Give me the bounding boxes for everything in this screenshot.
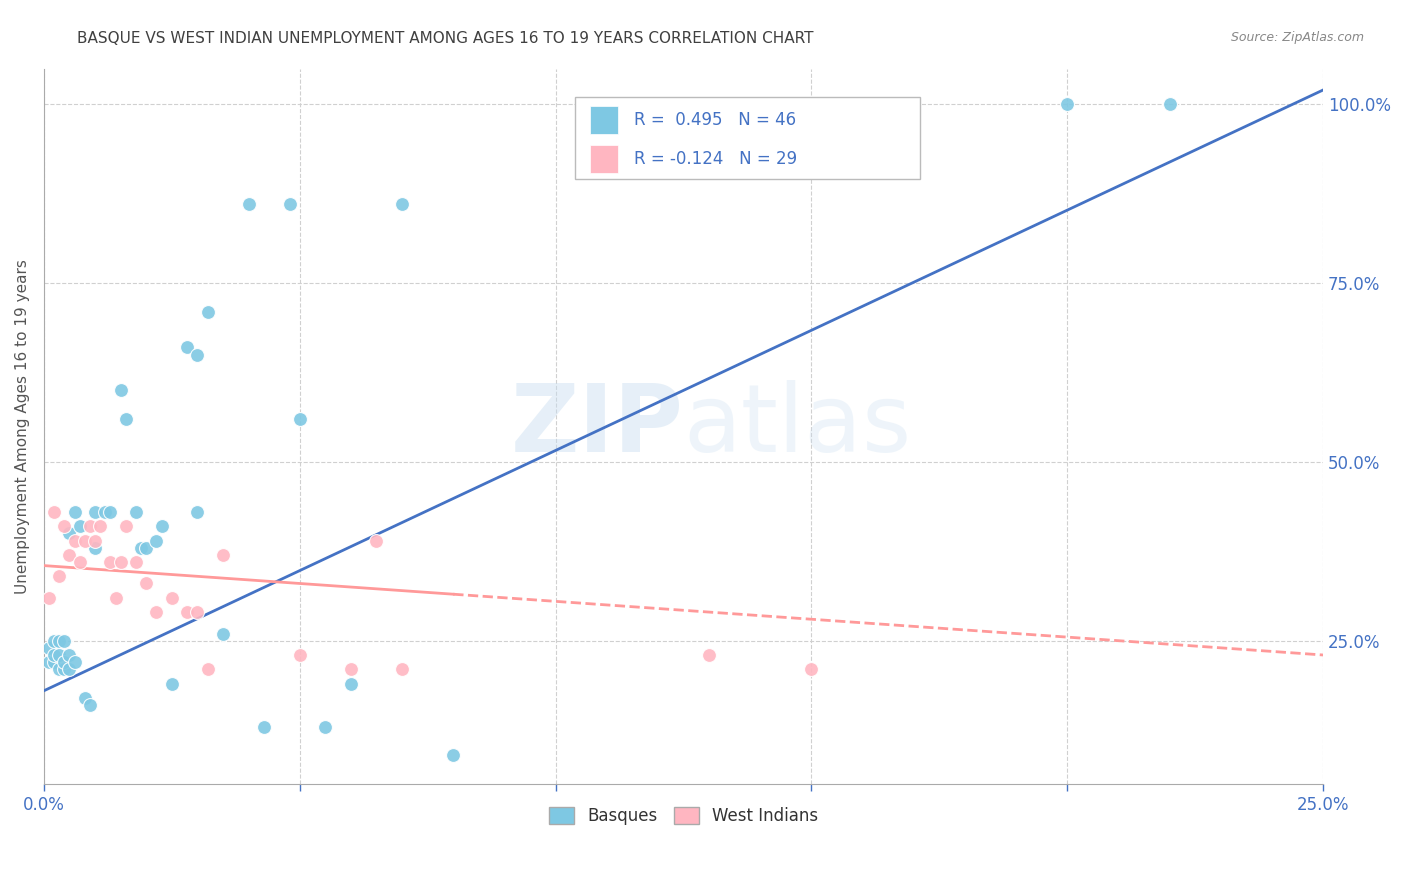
Point — [48, 633, 70, 648]
Point — [110, 384, 132, 398]
Point — [186, 348, 208, 362]
FancyBboxPatch shape — [591, 145, 619, 173]
Point — [160, 591, 183, 605]
Point — [58, 648, 80, 662]
Point — [58, 526, 80, 541]
Text: ZIP: ZIP — [510, 380, 683, 472]
FancyBboxPatch shape — [591, 106, 619, 135]
Point — [391, 662, 413, 676]
Text: Source: ZipAtlas.com: Source: ZipAtlas.com — [1230, 31, 1364, 45]
Point — [129, 541, 152, 555]
Point — [69, 519, 91, 533]
Legend: Basques, West Indians: Basques, West Indians — [548, 807, 818, 825]
Point — [38, 655, 60, 669]
Point — [340, 676, 363, 690]
Text: atlas: atlas — [683, 380, 911, 472]
Text: R = -0.124   N = 29: R = -0.124 N = 29 — [634, 150, 797, 168]
Point — [197, 304, 219, 318]
Point — [278, 197, 301, 211]
Point — [145, 605, 167, 619]
Point — [38, 591, 60, 605]
Point — [48, 662, 70, 676]
Point — [42, 633, 65, 648]
Point — [114, 412, 136, 426]
Point — [176, 605, 198, 619]
Point — [53, 519, 76, 533]
Point — [104, 591, 127, 605]
Point — [38, 640, 60, 655]
Point — [110, 555, 132, 569]
Text: R =  0.495   N = 46: R = 0.495 N = 46 — [634, 112, 796, 129]
Point — [58, 662, 80, 676]
Point — [48, 569, 70, 583]
Point — [135, 576, 157, 591]
Point — [212, 626, 235, 640]
Point — [212, 548, 235, 562]
Point — [42, 655, 65, 669]
Point — [186, 605, 208, 619]
Point — [238, 197, 260, 211]
Point — [63, 655, 86, 669]
Point — [73, 533, 96, 548]
Point — [84, 533, 107, 548]
Point — [42, 505, 65, 519]
Point — [42, 648, 65, 662]
Point — [53, 633, 76, 648]
Point — [114, 519, 136, 533]
Point — [176, 341, 198, 355]
Text: BASQUE VS WEST INDIAN UNEMPLOYMENT AMONG AGES 16 TO 19 YEARS CORRELATION CHART: BASQUE VS WEST INDIAN UNEMPLOYMENT AMONG… — [77, 31, 814, 46]
Point — [366, 533, 388, 548]
Point — [125, 505, 148, 519]
Point — [800, 662, 823, 676]
Point — [441, 748, 464, 763]
Point — [288, 412, 311, 426]
Point — [288, 648, 311, 662]
Point — [697, 648, 720, 662]
Point — [125, 555, 148, 569]
Point — [94, 505, 117, 519]
Point — [48, 648, 70, 662]
Point — [100, 505, 122, 519]
Point — [253, 719, 276, 733]
Point — [100, 555, 122, 569]
Point — [84, 541, 107, 555]
Point — [150, 519, 173, 533]
Point — [135, 541, 157, 555]
Point — [79, 519, 101, 533]
Point — [79, 698, 101, 712]
Point — [89, 519, 111, 533]
Point — [391, 197, 413, 211]
Point — [84, 505, 107, 519]
Point — [145, 533, 167, 548]
Point — [1159, 97, 1181, 112]
Point — [314, 719, 336, 733]
Point — [73, 690, 96, 705]
Point — [58, 548, 80, 562]
Y-axis label: Unemployment Among Ages 16 to 19 years: Unemployment Among Ages 16 to 19 years — [15, 259, 30, 593]
Point — [160, 676, 183, 690]
Point — [53, 655, 76, 669]
Point — [340, 662, 363, 676]
Point — [69, 555, 91, 569]
Point — [63, 533, 86, 548]
Point — [53, 662, 76, 676]
Point — [197, 662, 219, 676]
Point — [186, 505, 208, 519]
FancyBboxPatch shape — [575, 97, 920, 179]
Point — [1056, 97, 1078, 112]
Point — [63, 505, 86, 519]
